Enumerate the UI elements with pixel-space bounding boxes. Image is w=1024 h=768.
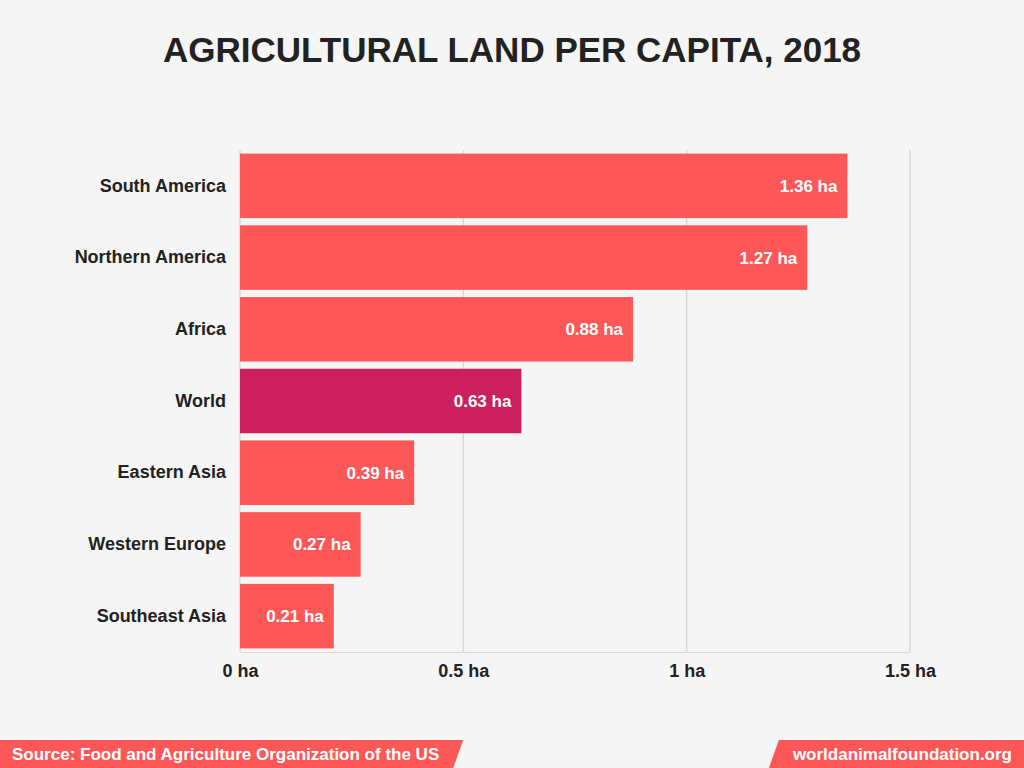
chart: AGRICULTURAL LAND PER CAPITA, 2018 1.36 h… (0, 0, 1024, 768)
tick-label: Eastern Asia (118, 462, 227, 482)
tick-label: 0 ha (222, 661, 259, 681)
title: AGRICULTURAL LAND PER CAPITA, 2018 (163, 30, 861, 69)
data-label: 0.27 ha (293, 535, 351, 554)
tick-label: South America (100, 176, 227, 196)
data-label: 0.63 ha (454, 392, 512, 411)
bar (240, 225, 807, 290)
data-label: 1.27 ha (740, 249, 798, 268)
grid (240, 150, 910, 652)
data-label: 0.39 ha (347, 464, 405, 483)
bar (240, 584, 334, 649)
background (0, 0, 1024, 768)
tick: 0 ha (222, 652, 259, 681)
footer-ribbon: Source: Food and Agriculture Organizatio… (0, 740, 463, 768)
tick: Africa (175, 319, 240, 339)
tick: Northern America (75, 247, 240, 267)
tick: South America (100, 176, 240, 196)
data-label: 0.21 ha (266, 607, 324, 626)
ribbon (769, 740, 1024, 768)
x-axis: 0 ha 0.5 ha 1 ha 1.5 ha (222, 652, 937, 681)
tick-label: Africa (175, 319, 227, 339)
tick-label: Northern America (75, 247, 227, 267)
ribbon (0, 740, 463, 768)
tick-label: 0.5 ha (438, 661, 490, 681)
bar (240, 512, 361, 577)
annotation: Source: Food and Agriculture Organizatio… (12, 745, 439, 764)
tick: World (175, 391, 240, 411)
annotation: worldanimalfoundation.org (792, 745, 1012, 764)
bar (240, 440, 414, 505)
tick-label: Southeast Asia (97, 606, 227, 626)
axis-line (241, 652, 911, 653)
bar (240, 369, 521, 434)
grid-line (909, 150, 911, 652)
data-labels: 1.36 ha 1.27 ha 0.88 ha 0.63 ha 0.39 ha 0.27 … (266, 177, 838, 626)
y-axis: South America Northern America Africa World… (75, 176, 240, 626)
footer-ribbon: worldanimalfoundation.org (769, 740, 1024, 768)
tick: Eastern Asia (118, 462, 240, 482)
tick: 0.5 ha (438, 652, 490, 681)
data-label: 0.88 ha (565, 320, 623, 339)
bar (240, 154, 847, 219)
bar (240, 297, 633, 362)
tick: 1 ha (669, 652, 706, 681)
tick-label: World (175, 391, 226, 411)
tick: 1.5 ha (885, 652, 937, 681)
data-label: 1.36 ha (780, 177, 838, 196)
tick-label: 1.5 ha (885, 661, 937, 681)
bars (240, 154, 847, 649)
tick-label: Western Europe (88, 534, 226, 554)
tick: Western Europe (88, 534, 240, 554)
tick: Southeast Asia (97, 606, 240, 626)
tick-label: 1 ha (669, 661, 706, 681)
